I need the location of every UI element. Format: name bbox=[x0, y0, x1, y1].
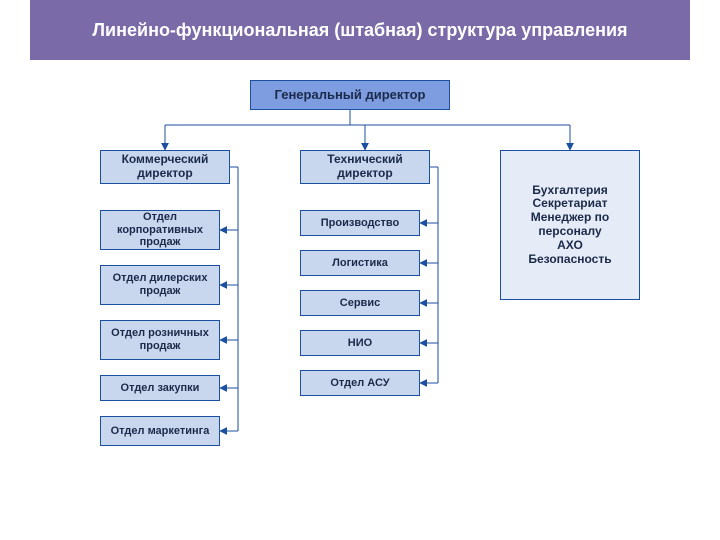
org-node-staff: Бухгалтерия Секретариат Менеджер по перс… bbox=[500, 150, 640, 300]
org-node-c3: Отдел розничных продаж bbox=[100, 320, 220, 360]
org-node-t1: Производство bbox=[300, 210, 420, 236]
org-node-t4: НИО bbox=[300, 330, 420, 356]
org-node-t5: Отдел АСУ bbox=[300, 370, 420, 396]
org-node-commercial: Коммерческий директор bbox=[100, 150, 230, 184]
org-node-t3: Сервис bbox=[300, 290, 420, 316]
org-node-t2: Логистика bbox=[300, 250, 420, 276]
slide-title-text: Линейно-функциональная (штабная) структу… bbox=[92, 19, 627, 42]
org-node-ceo: Генеральный директор bbox=[250, 80, 450, 110]
org-node-technical: Технический директор bbox=[300, 150, 430, 184]
org-node-c2: Отдел дилерских продаж bbox=[100, 265, 220, 305]
org-node-c4: Отдел закупки bbox=[100, 375, 220, 401]
org-node-c5: Отдел маркетинга bbox=[100, 416, 220, 446]
org-node-c1: Отдел корпоративных продаж bbox=[100, 210, 220, 250]
slide-title: Линейно-функциональная (штабная) структу… bbox=[30, 0, 690, 60]
